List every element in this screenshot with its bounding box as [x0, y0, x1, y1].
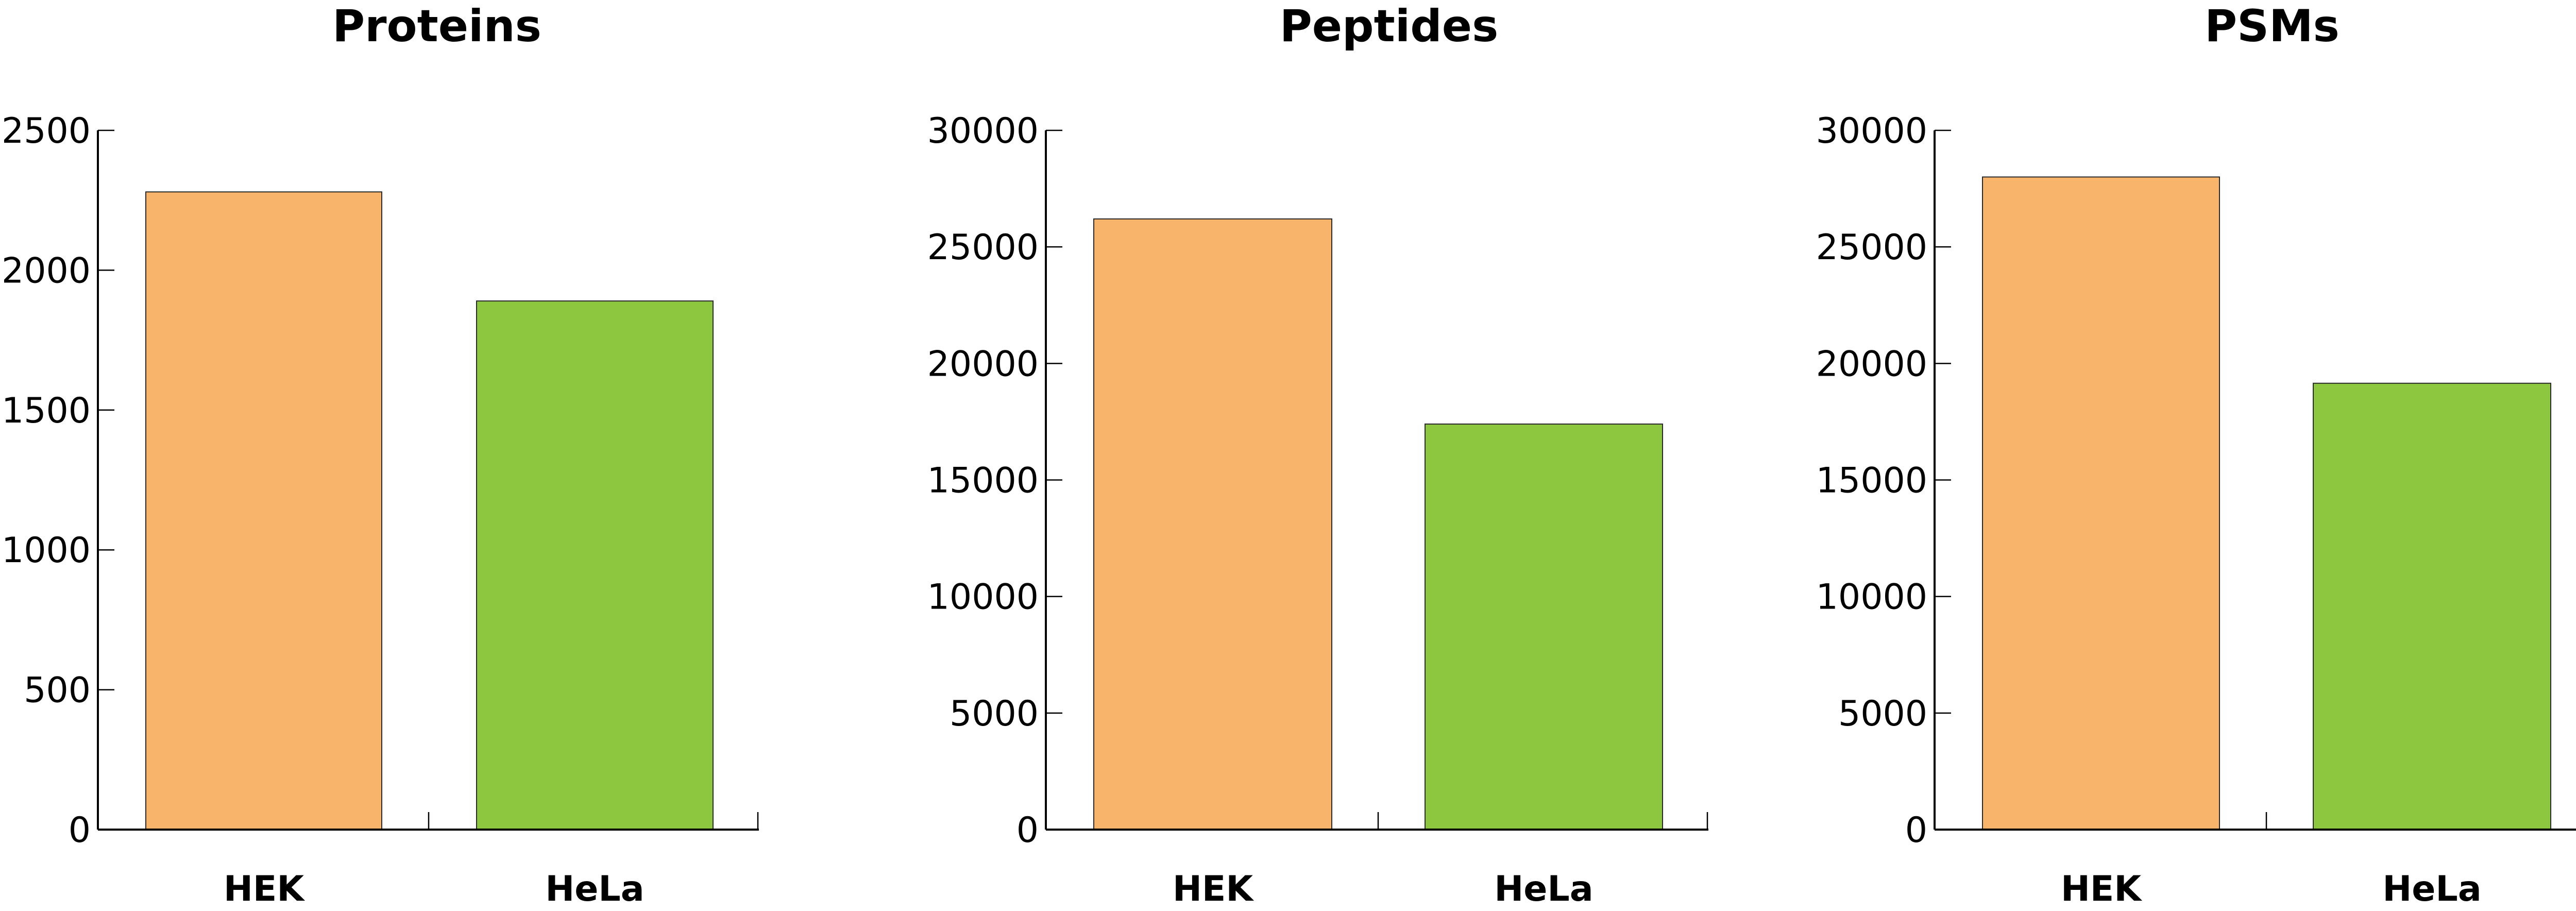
- y-tick-label: 2500: [2, 111, 91, 151]
- chart-panel-peptides: Peptides HEK HeLa 0 5000 10000 15000 20000 25000…: [927, 1, 1708, 909]
- y-tick-label: 5000: [1838, 694, 1927, 734]
- y-tick-label: 1000: [2, 530, 91, 571]
- bar-hela: [476, 300, 714, 830]
- y-tick-label: 2000: [2, 250, 91, 291]
- chart-title: Peptides: [1280, 1, 1499, 52]
- y-tick-label: 5000: [950, 694, 1039, 734]
- y-tick-label: 15000: [927, 461, 1039, 501]
- category-label-hela: HeLa: [545, 869, 644, 909]
- bar-hela: [2313, 382, 2551, 830]
- category-label-hela: HeLa: [2382, 869, 2481, 909]
- y-tick-label: 1500: [2, 391, 91, 431]
- bar-hek: [145, 191, 382, 830]
- chart-title: PSMs: [2205, 1, 2340, 52]
- y-tick-label: 30000: [927, 111, 1039, 151]
- y-tick-label: 15000: [1816, 461, 1927, 501]
- chart-panel-proteins: Proteins HEK HeLa 0 500 1000 1500 2000 2500: [2, 1, 759, 909]
- y-tick-label: 25000: [1816, 227, 1927, 268]
- y-tick-label: 20000: [927, 344, 1039, 384]
- bar-hek: [1982, 176, 2220, 830]
- bar-hek: [1093, 218, 1332, 830]
- y-tick-label: 0: [1016, 810, 1039, 851]
- y-tick-label: 0: [69, 810, 91, 851]
- y-tick-label: 30000: [1816, 111, 1927, 151]
- chart-title: Proteins: [332, 1, 541, 52]
- category-label-hela: HeLa: [1494, 869, 1593, 909]
- y-tick-label: 500: [24, 670, 91, 711]
- category-label-hek: HEK: [1173, 869, 1254, 909]
- chart-panel-psms: PSMs HEK HeLa 0 5000 10000 15000 20000 25000 3000…: [1816, 1, 2576, 909]
- category-label-hek: HEK: [2061, 869, 2142, 909]
- y-tick-label: 10000: [927, 577, 1039, 618]
- bar-hela: [1425, 423, 1663, 830]
- y-tick-label: 20000: [1816, 344, 1927, 384]
- y-tick-label: 0: [1905, 810, 1927, 851]
- y-tick-label: 25000: [927, 227, 1039, 268]
- category-label-hek: HEK: [224, 869, 305, 909]
- y-tick-label: 10000: [1816, 577, 1927, 618]
